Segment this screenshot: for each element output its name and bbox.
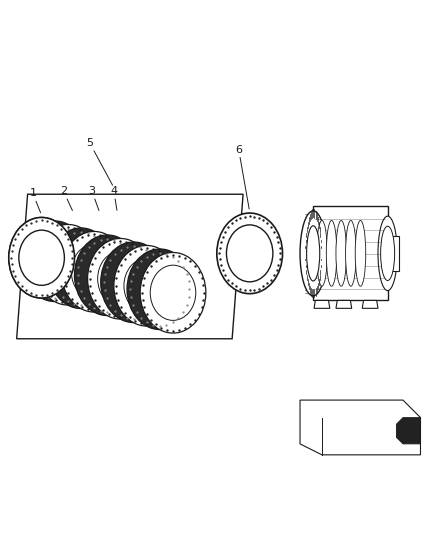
Ellipse shape — [88, 253, 126, 298]
Ellipse shape — [35, 224, 101, 305]
Ellipse shape — [74, 235, 140, 316]
Ellipse shape — [19, 230, 64, 285]
Ellipse shape — [300, 211, 326, 296]
Text: 2: 2 — [60, 186, 72, 211]
Ellipse shape — [150, 265, 196, 320]
Ellipse shape — [307, 226, 320, 281]
Text: 4: 4 — [110, 186, 117, 211]
Ellipse shape — [127, 249, 193, 329]
Polygon shape — [388, 236, 399, 271]
Ellipse shape — [217, 213, 283, 294]
Ellipse shape — [355, 221, 366, 286]
Ellipse shape — [378, 216, 397, 290]
Polygon shape — [17, 194, 243, 339]
Ellipse shape — [36, 239, 74, 284]
FancyBboxPatch shape — [313, 206, 388, 301]
Ellipse shape — [226, 225, 273, 282]
Ellipse shape — [326, 221, 337, 286]
Ellipse shape — [124, 258, 170, 313]
Ellipse shape — [98, 251, 143, 306]
Ellipse shape — [346, 221, 356, 286]
Text: 6: 6 — [235, 144, 249, 209]
Ellipse shape — [101, 242, 166, 322]
Ellipse shape — [9, 217, 74, 298]
Ellipse shape — [62, 246, 100, 291]
Ellipse shape — [19, 230, 64, 285]
Ellipse shape — [48, 228, 114, 309]
Ellipse shape — [9, 217, 74, 298]
Ellipse shape — [88, 238, 153, 319]
Text: 5: 5 — [86, 138, 113, 185]
Polygon shape — [396, 418, 420, 444]
Polygon shape — [314, 301, 330, 308]
Ellipse shape — [317, 221, 327, 286]
Polygon shape — [300, 400, 420, 455]
Polygon shape — [362, 301, 378, 308]
Ellipse shape — [71, 244, 117, 300]
Ellipse shape — [22, 221, 88, 302]
Ellipse shape — [381, 226, 395, 280]
Polygon shape — [336, 301, 352, 308]
Text: 1: 1 — [29, 189, 41, 213]
Text: 3: 3 — [88, 186, 99, 211]
Ellipse shape — [115, 260, 152, 305]
Ellipse shape — [140, 253, 206, 333]
Ellipse shape — [45, 237, 91, 292]
Ellipse shape — [336, 221, 346, 286]
Ellipse shape — [61, 231, 127, 312]
Ellipse shape — [114, 246, 180, 326]
Ellipse shape — [141, 266, 179, 312]
